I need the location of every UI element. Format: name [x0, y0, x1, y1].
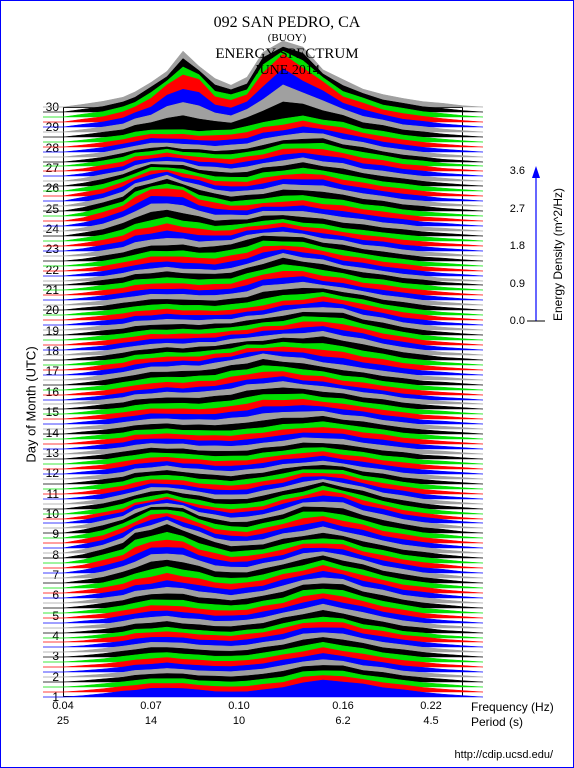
y-tick: 22	[29, 263, 59, 277]
y-tick: 28	[29, 141, 59, 155]
station-title: 092 SAN PEDRO, CA	[1, 13, 573, 32]
period-title: JUNE 2014	[1, 63, 573, 80]
source-url: http://cdip.ucsd.edu/	[455, 749, 553, 761]
y-tick: 18	[29, 344, 59, 358]
x-tick: 6.2	[335, 715, 350, 727]
x-tick: 0.07	[140, 700, 161, 712]
legend-tick: 2.7	[497, 203, 525, 215]
y-tick: 12	[29, 466, 59, 480]
y-tick: 19	[29, 324, 59, 338]
y-tick: 15	[29, 405, 59, 419]
legend-label: Energy Density (m^2/Hz)	[551, 188, 565, 321]
y-tick: 3	[29, 649, 59, 663]
chart-frame: 092 SAN PEDRO, CA (BUOY) ENERGY SPECTRUM…	[0, 0, 574, 768]
y-tick: 16	[29, 385, 59, 399]
x-label-period: Period (s)	[471, 715, 523, 729]
legend-tick: 3.6	[497, 165, 525, 177]
y-tick: 21	[29, 283, 59, 297]
y-tick: 9	[29, 527, 59, 541]
y-tick: 27	[29, 161, 59, 175]
y-tick: 7	[29, 568, 59, 582]
chart-title: ENERGY SPECTRUM	[1, 45, 573, 63]
x-tick: 0.10	[228, 700, 249, 712]
x-label-frequency: Frequency (Hz)	[471, 700, 554, 714]
x-tick: 0.22	[420, 700, 441, 712]
y-tick: 23	[29, 242, 59, 256]
x-tick: 10	[233, 715, 245, 727]
y-tick: 6	[29, 588, 59, 602]
y-tick: 4	[29, 629, 59, 643]
y-tick: 13	[29, 446, 59, 460]
y-tick: 14	[29, 426, 59, 440]
legend-tick: 0.9	[497, 278, 525, 290]
x-tick: 14	[145, 715, 157, 727]
y-tick: 5	[29, 609, 59, 623]
legend-arrow-icon	[527, 166, 545, 326]
ridgeline-container	[63, 107, 463, 697]
y-tick: 24	[29, 222, 59, 236]
x-tick: 4.5	[423, 715, 438, 727]
y-tick: 26	[29, 181, 59, 195]
y-tick: 29	[29, 120, 59, 134]
station-subtitle: (BUOY)	[1, 32, 573, 45]
y-tick: 17	[29, 364, 59, 378]
legend-tick: 0.0	[497, 315, 525, 327]
title-block: 092 SAN PEDRO, CA (BUOY) ENERGY SPECTRUM…	[1, 13, 573, 80]
x-tick: 0.16	[332, 700, 353, 712]
x-tick: 0.04	[52, 700, 73, 712]
y-tick: 10	[29, 507, 59, 521]
legend: 3.62.71.80.90.0 Energy Density (m^2/Hz)	[501, 171, 561, 321]
y-tick: 8	[29, 548, 59, 562]
y-tick: 2	[29, 670, 59, 684]
legend-tick: 1.8	[497, 240, 525, 252]
spectrum-trace	[63, 697, 463, 698]
x-tick: 25	[57, 715, 69, 727]
y-tick: 25	[29, 202, 59, 216]
